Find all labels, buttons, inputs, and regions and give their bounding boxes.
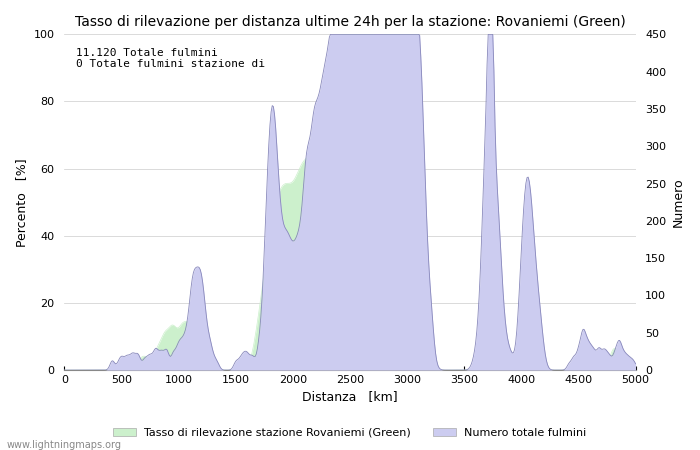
- Y-axis label: Numero: Numero: [672, 177, 685, 227]
- Title: Tasso di rilevazione per distanza ultime 24h per la stazione: Rovaniemi (Green): Tasso di rilevazione per distanza ultime…: [75, 15, 625, 29]
- X-axis label: Distanza   [km]: Distanza [km]: [302, 391, 398, 404]
- Text: www.lightningmaps.org: www.lightningmaps.org: [7, 440, 122, 450]
- Y-axis label: Percento   [%]: Percento [%]: [15, 158, 28, 247]
- Text: 11.120 Totale fulmini
0 Totale fulmini stazione di: 11.120 Totale fulmini 0 Totale fulmini s…: [76, 48, 265, 69]
- Legend: Tasso di rilevazione stazione Rovaniemi (Green), Numero totale fulmini: Tasso di rilevazione stazione Rovaniemi …: [108, 423, 592, 442]
